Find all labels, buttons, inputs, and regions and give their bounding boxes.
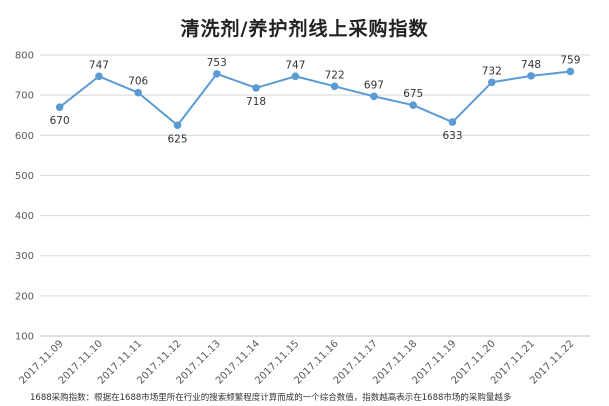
data-label: 753 [207, 57, 227, 69]
data-point [330, 82, 339, 91]
data-label: 706 [128, 76, 148, 88]
y-tick-label: 700 [15, 91, 34, 102]
data-label: 670 [50, 115, 70, 127]
data-point [448, 118, 457, 126]
data-point [370, 92, 378, 101]
data-point [527, 72, 535, 80]
y-tick-label: 500 [15, 171, 34, 182]
data-point [252, 84, 260, 92]
data-point [212, 70, 221, 78]
series [55, 67, 575, 130]
data-point [409, 101, 418, 109]
data-label: 675 [403, 88, 423, 100]
data-labels: 670 747 706 625 753 718 747 722 697 675 633 732 748 7… [50, 54, 581, 145]
data-label: 718 [246, 96, 266, 108]
data-label: 633 [442, 130, 462, 142]
data-label: 747 [285, 59, 305, 71]
y-tick-label: 100 [15, 332, 34, 343]
y-tick-label: 800 [15, 51, 34, 62]
data-label: 722 [325, 69, 345, 81]
data-label: 625 [167, 133, 187, 145]
y-tick-label: 400 [15, 211, 34, 222]
chart-title: 清洗剂/养护剂线上采购指数 [180, 18, 429, 40]
y-tick-label: 200 [15, 291, 34, 302]
data-point [173, 121, 182, 130]
data-point [134, 88, 143, 97]
data-label: 759 [560, 54, 580, 66]
data-label: 697 [364, 79, 384, 91]
data-label: 732 [482, 65, 502, 77]
y-tick-label: 300 [15, 251, 34, 262]
data-point [566, 67, 575, 76]
y-axis: 100 200 300 400 500 600 700 800 [15, 51, 34, 343]
y-tick-label: 600 [15, 131, 34, 142]
footnote: 1688采购指数：根据在1688市场里所在行业的搜索频繁程度计算而成的一个综合数… [30, 393, 512, 403]
data-point [95, 72, 103, 81]
data-label: 748 [521, 59, 541, 71]
data-point [55, 103, 64, 111]
data-label: 747 [89, 59, 109, 71]
data-point [487, 78, 496, 87]
data-point [291, 72, 300, 81]
x-axis: 2017.11.092017.11.102017.11.112017.11.12… [17, 335, 590, 387]
series-line [59, 70, 571, 127]
gridlines [40, 54, 590, 297]
